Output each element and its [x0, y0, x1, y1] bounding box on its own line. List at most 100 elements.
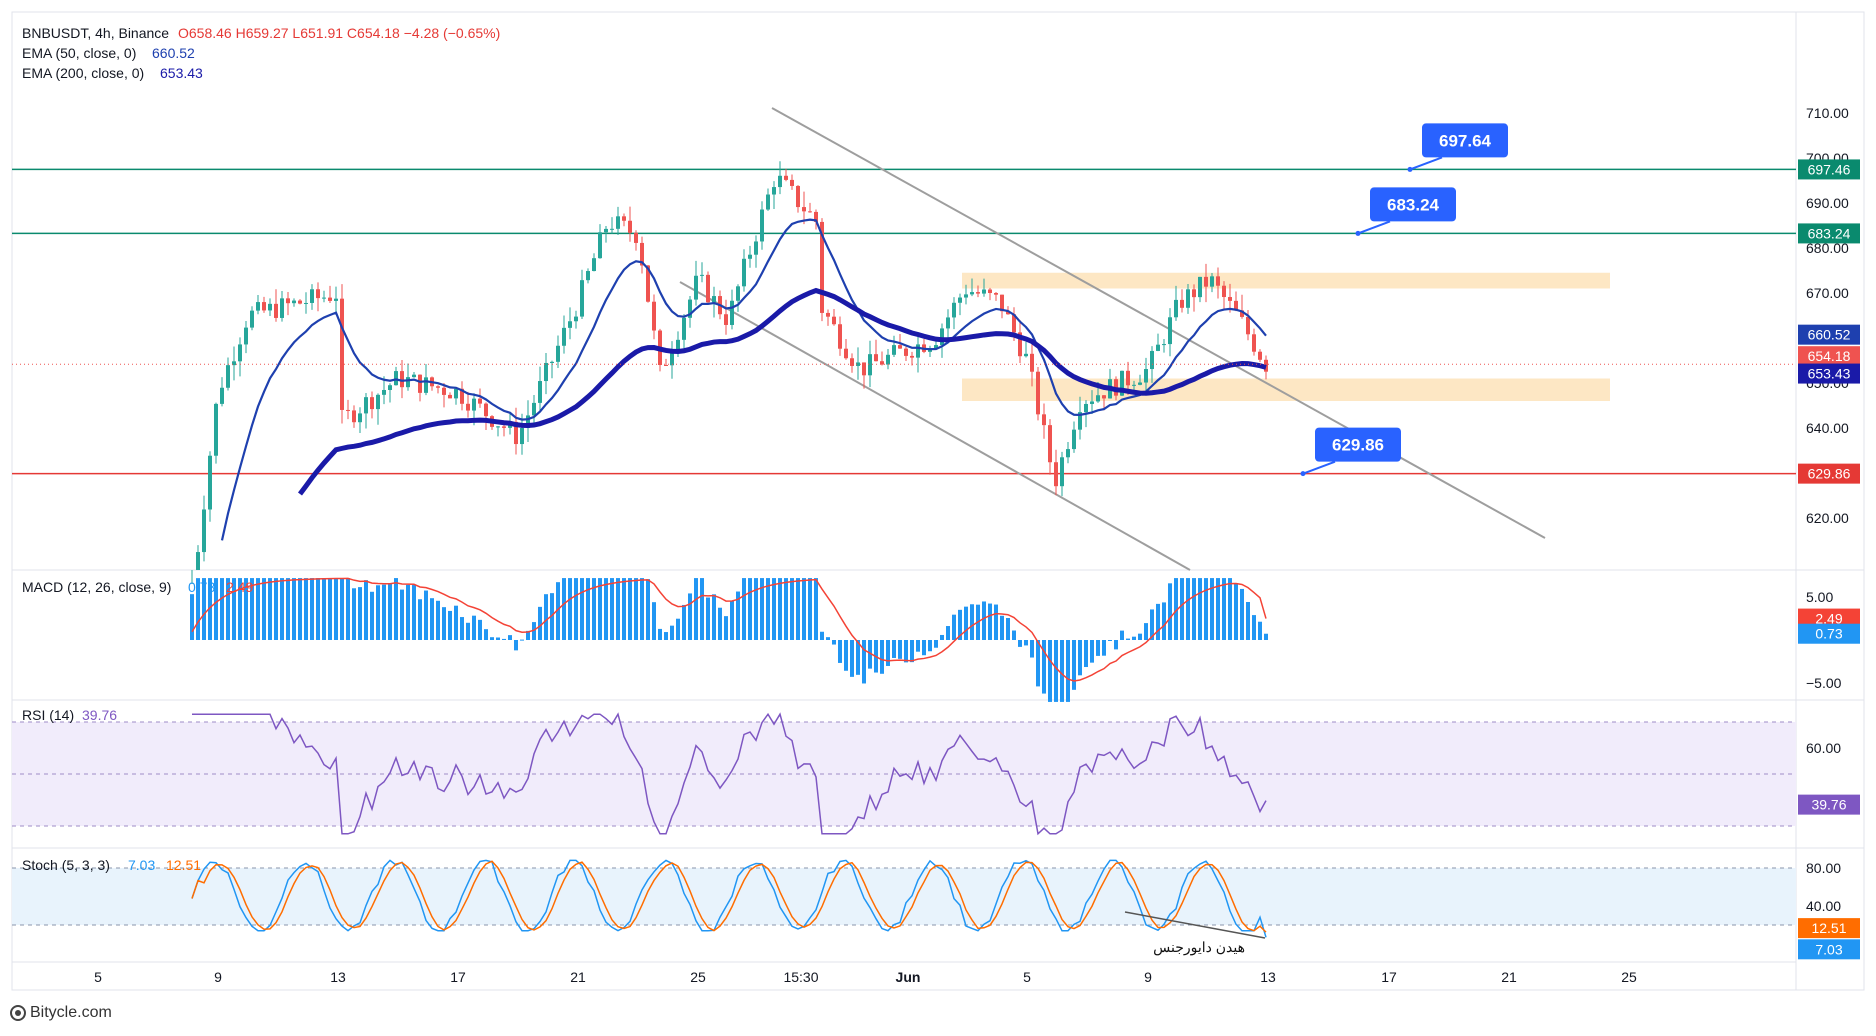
macd-bar [862, 640, 866, 684]
last-price-badge: 654.18 [1808, 348, 1851, 364]
macd-bar [706, 597, 710, 640]
candle-body [706, 274, 710, 303]
macd-bar [802, 578, 806, 640]
candle-body [1246, 316, 1250, 335]
candle-body [880, 361, 884, 365]
macd-bar [400, 589, 404, 640]
macd-bar [1138, 633, 1142, 640]
candle-body [1138, 382, 1142, 385]
candle-body [292, 300, 296, 304]
macd-bar [928, 640, 932, 652]
ema200-badge-bg [1798, 363, 1860, 384]
macd-bar [664, 632, 668, 640]
stoch-value-1: 7.03 [128, 857, 155, 873]
candle-body [814, 211, 818, 222]
candle-body [934, 345, 938, 349]
divergence-line [1124, 911, 1266, 939]
price-tick-label: 690.00 [1806, 195, 1849, 211]
candle-body [616, 216, 620, 229]
macd-bar [742, 578, 746, 640]
macd-bar [520, 639, 524, 641]
macd-bar [640, 578, 644, 640]
candle-body [1234, 300, 1238, 311]
macd-bar [610, 578, 614, 640]
macd-bar [436, 600, 440, 640]
candle-body [784, 175, 788, 180]
candle-body [1222, 285, 1226, 298]
candle-body [1216, 276, 1220, 286]
macd-bar [508, 635, 512, 640]
macd-bar [880, 640, 884, 674]
macd-bar [1150, 609, 1154, 640]
macd-bar [1096, 640, 1100, 656]
macd-bar [796, 578, 800, 640]
candle-body [1030, 353, 1034, 372]
macd-bar [604, 578, 608, 640]
candle-body [940, 328, 944, 346]
macd-bar [814, 578, 818, 640]
candle-body [388, 385, 392, 390]
macd-bar [190, 594, 194, 640]
candle-body [298, 300, 302, 304]
macd-bar [346, 578, 350, 640]
macd-bar [970, 604, 974, 640]
candle-body [886, 354, 890, 365]
macd-bar [238, 578, 242, 640]
macd-bar [1228, 578, 1232, 640]
candle-body [448, 394, 452, 399]
candle-body [874, 354, 878, 362]
macd-bar [430, 598, 434, 640]
time-tick-label: 13 [330, 969, 346, 985]
candle-body [1066, 449, 1070, 458]
macd-bar [772, 578, 776, 640]
macd-bar [718, 607, 722, 640]
macd-bar [1156, 603, 1160, 640]
candle-body [634, 232, 638, 243]
macd-bar [1132, 636, 1136, 640]
candle-body [1024, 353, 1028, 357]
macd-bar [1000, 615, 1004, 640]
candle-body [628, 220, 632, 233]
macd-bar [760, 578, 764, 640]
macd-bar [220, 578, 224, 640]
candle-body [340, 298, 344, 410]
price-tick-label: 640.00 [1806, 420, 1849, 436]
macd-bar [226, 578, 230, 640]
last-price-badge-bg [1798, 346, 1860, 367]
macd-bar [916, 640, 920, 652]
candle-body [316, 289, 320, 299]
macd-bar [580, 578, 584, 640]
macd-bar [826, 637, 830, 640]
macd-bar [424, 590, 428, 640]
candle-body [580, 280, 584, 317]
macd-bar [724, 616, 728, 640]
macd-bar [574, 578, 578, 640]
candle-body [820, 221, 824, 313]
candle-body [238, 344, 242, 362]
macd-bar [454, 605, 458, 640]
macd-bar [634, 578, 638, 640]
candle-body [688, 299, 692, 318]
candle-body [1072, 429, 1076, 450]
macd-bar [1060, 640, 1064, 702]
candle-body [376, 394, 380, 410]
candle-body [742, 258, 746, 287]
candle-body [868, 354, 872, 376]
stoch-k-badge-bg [1798, 939, 1860, 960]
macd-bar [562, 578, 566, 640]
candle-body [988, 289, 992, 294]
candle-body [754, 241, 758, 255]
axis-badges: 697.46 683.24 629.86 660.52 654.18 653.43 2.49… [1798, 159, 1860, 960]
macd-bar [898, 640, 902, 659]
macd-bar [766, 578, 770, 640]
candle-body [496, 426, 500, 428]
ema50-value: 660.52 [152, 45, 195, 61]
supply-demand-zones [962, 272, 1610, 401]
candle-body [454, 388, 458, 399]
macd-bar [1126, 638, 1130, 640]
candle-body [772, 187, 776, 195]
stoch-k-line [191, 859, 1267, 938]
candles [191, 161, 1268, 584]
candle-body [1174, 299, 1178, 318]
